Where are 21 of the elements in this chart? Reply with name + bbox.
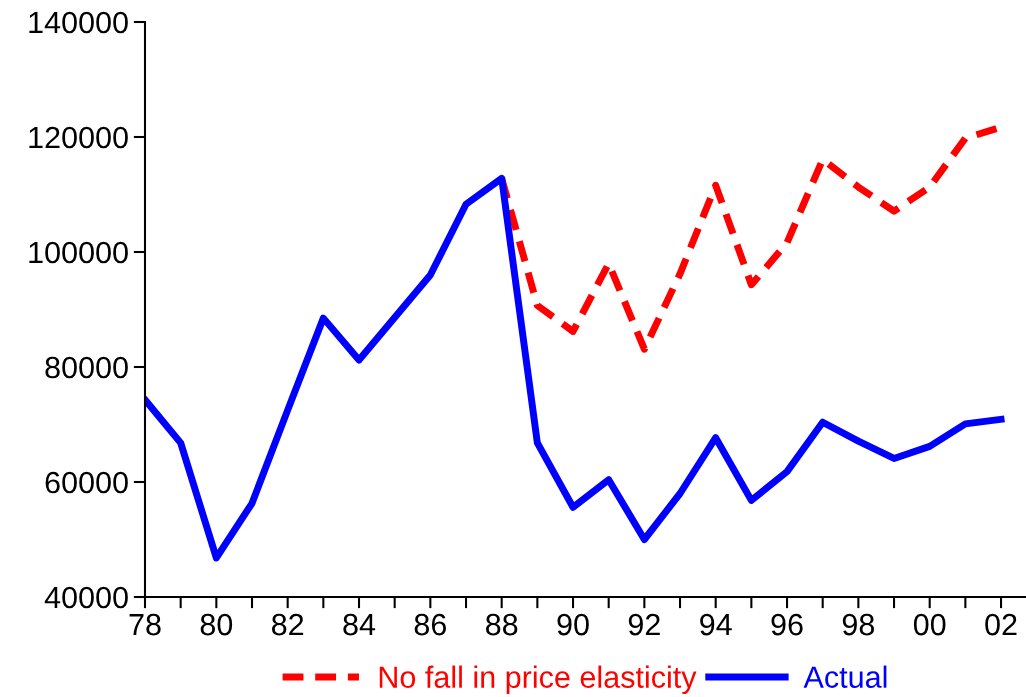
x-tick-label: 80	[200, 613, 233, 636]
x-tick-label: 88	[486, 613, 518, 636]
y-tick-label: 120000	[29, 126, 128, 149]
y-tick-label: 40000	[44, 586, 128, 609]
x-tick-label: 78	[129, 613, 161, 636]
x-tick-label: 98	[842, 613, 875, 636]
y-tick-label: 100000	[29, 241, 128, 264]
x-tick-label: 92	[628, 613, 660, 636]
y-tick-label: 60000	[45, 471, 128, 494]
x-tick-label: 02	[985, 613, 1017, 636]
legend-label: No fall in price elasticity	[379, 665, 697, 695]
x-tick-label: 00	[913, 613, 946, 636]
x-tick-label: 96	[771, 613, 803, 636]
y-tick-label: 80000	[45, 356, 128, 379]
x-tick-label: 90	[557, 613, 589, 636]
x-tick-label: 84	[343, 613, 376, 636]
y-tick-label: 140000	[29, 11, 128, 34]
x-tick-label: 86	[414, 613, 446, 636]
legend-label: Actual	[803, 665, 887, 688]
x-tick-label: 82	[272, 613, 304, 636]
x-tick-label: 94	[700, 613, 732, 636]
